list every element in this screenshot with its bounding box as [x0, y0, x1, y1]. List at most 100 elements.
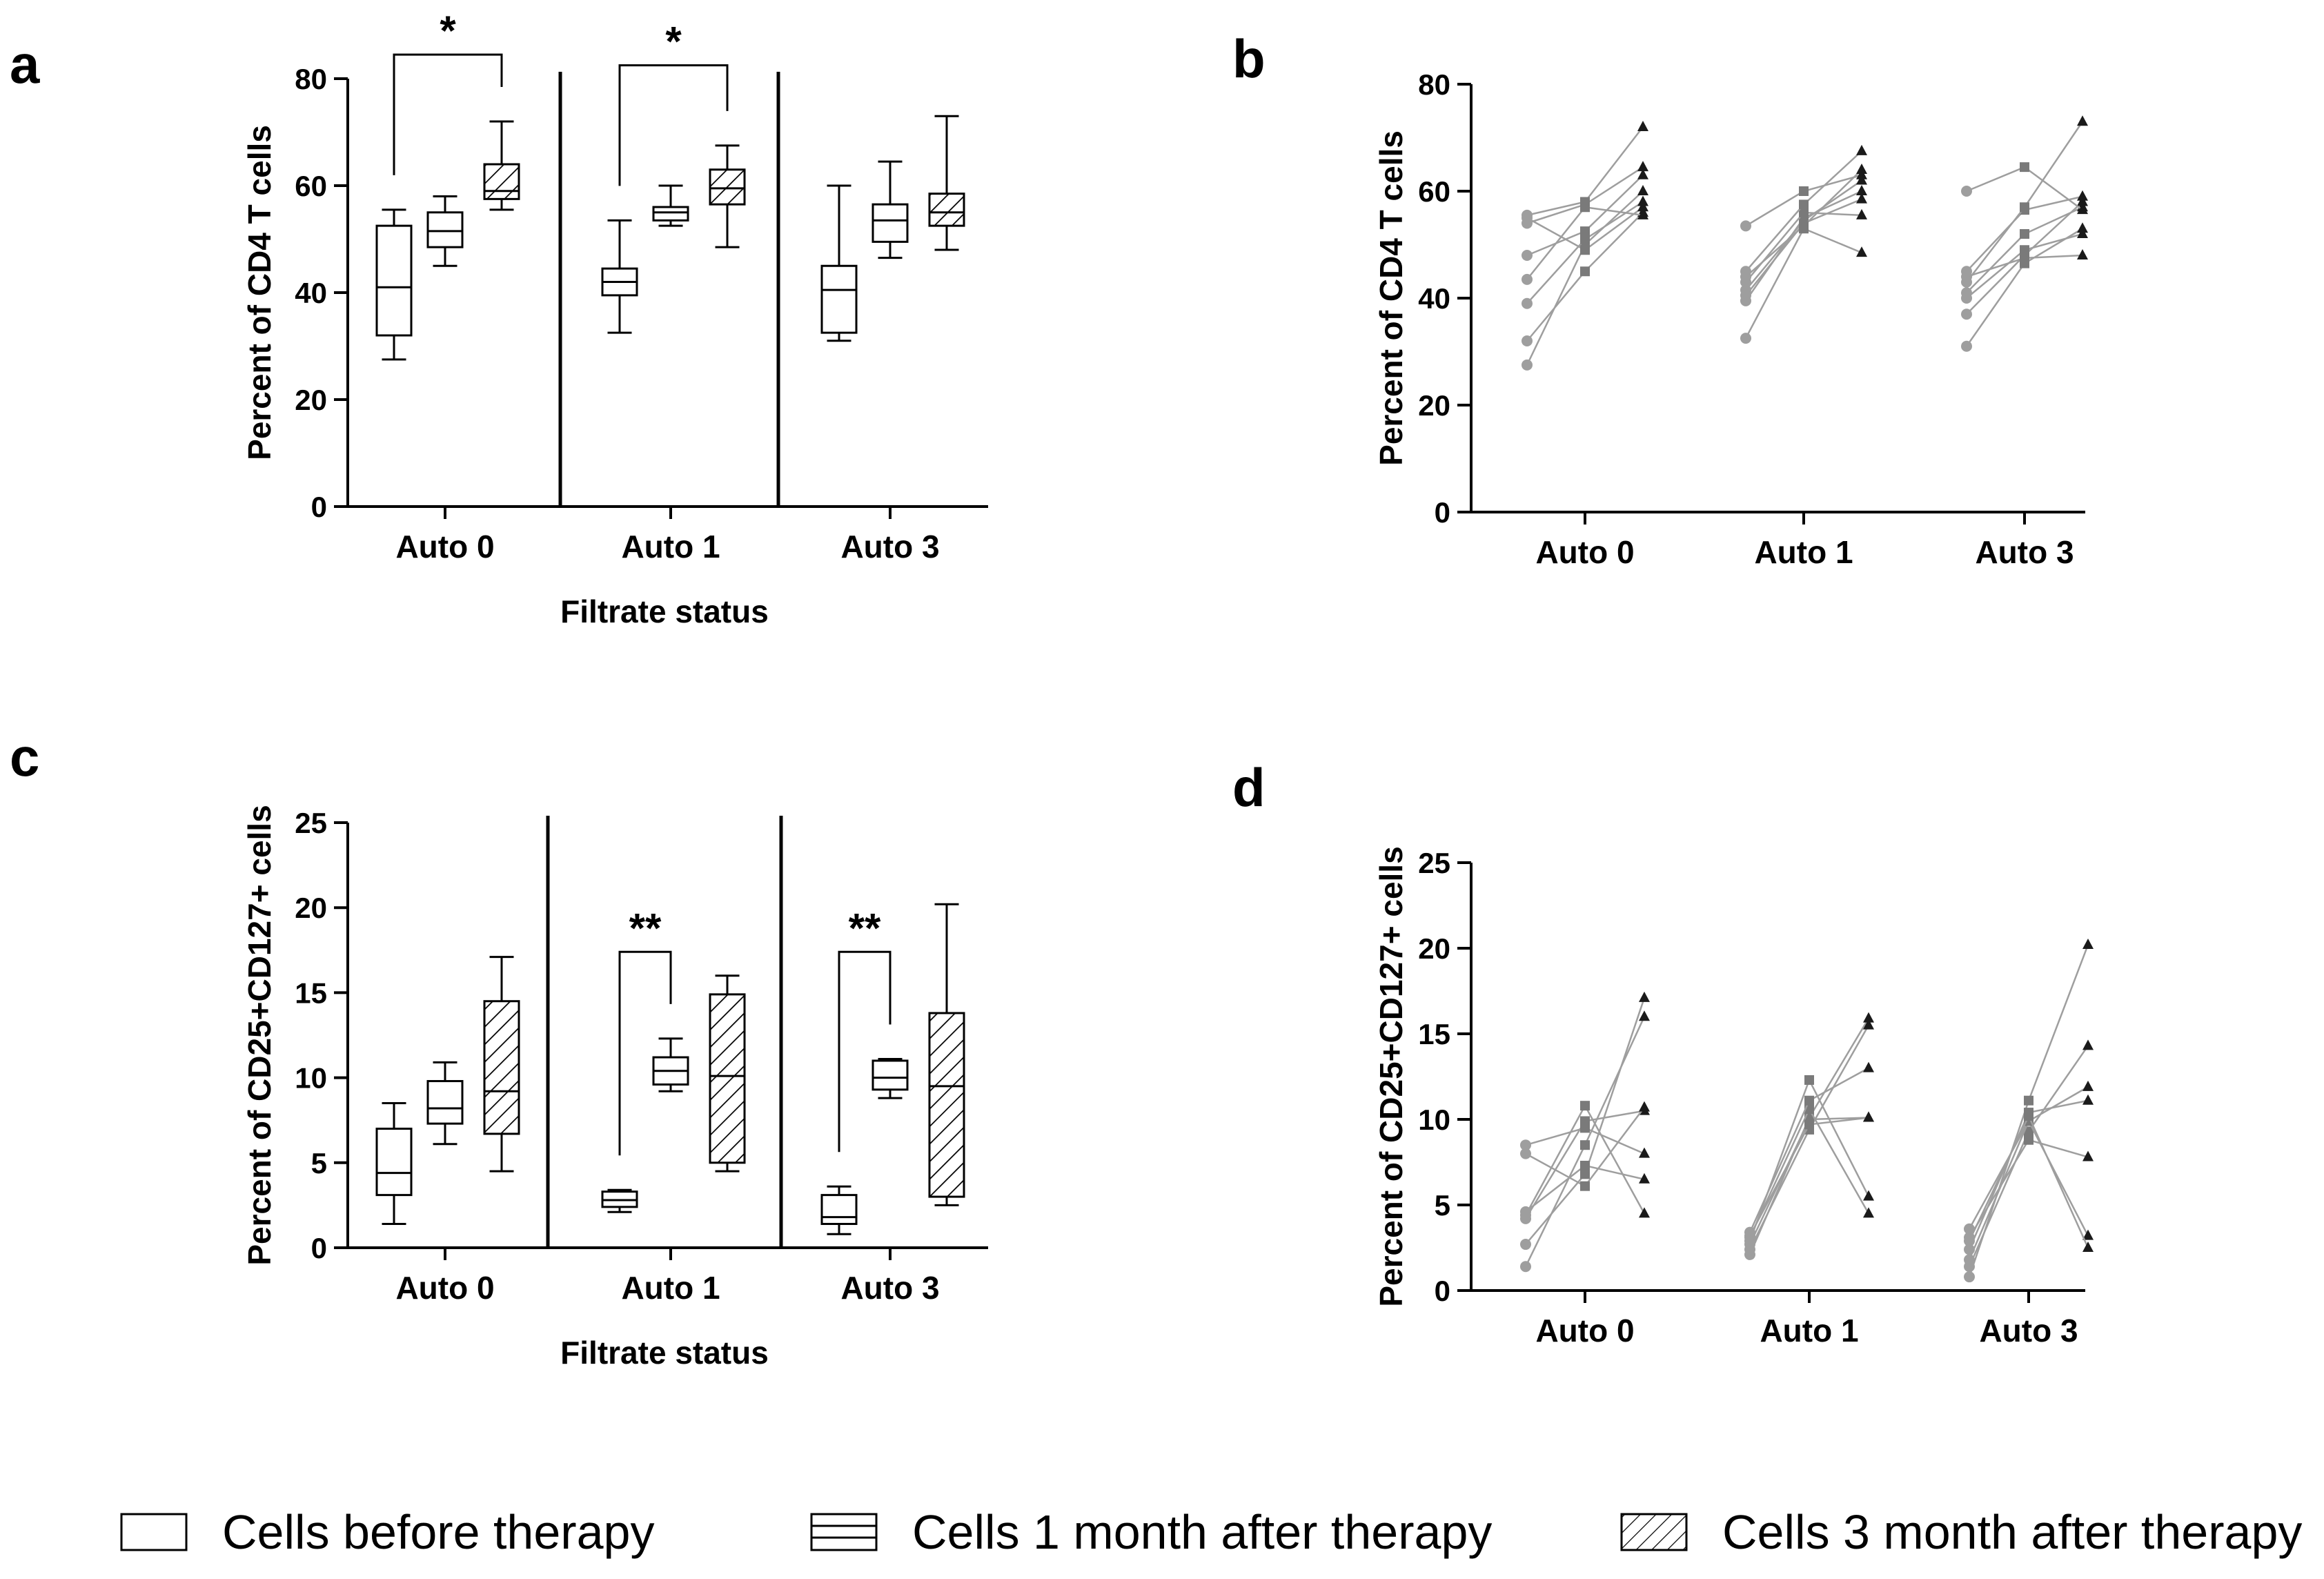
- significance-bracket: [618, 950, 672, 1156]
- legend-label-3-month: Cells 3 month after therapy: [1722, 1505, 2302, 1559]
- panel-c-y-tick-label: 15: [295, 977, 327, 1009]
- panel-a-box-0-0: [375, 208, 413, 361]
- panel-letter-a: a: [10, 34, 40, 95]
- point-3-month: [1637, 201, 1648, 212]
- point-3-month: [1863, 1012, 1874, 1023]
- subject-line: [1968, 1045, 2089, 1267]
- panel-c-box-2-2: [928, 903, 965, 1206]
- panel-b-subject-0-5: [1522, 161, 1648, 229]
- panel-d-y-tick-label: 15: [1418, 1018, 1450, 1050]
- point-3-month: [1639, 1010, 1650, 1021]
- panel-d-y-tick-label: 20: [1418, 932, 1450, 965]
- legend-swatch-horizontal: [810, 1513, 878, 1551]
- panel-c-y-tick-label: 10: [295, 1062, 327, 1095]
- point-1-month: [1580, 1101, 1590, 1111]
- panel-c-y-tick-label: 25: [295, 807, 327, 839]
- point-3-month: [1639, 991, 1650, 1002]
- point-before: [1522, 250, 1533, 261]
- panel-c-box-1-1: [652, 1037, 689, 1092]
- point-before: [1961, 287, 1972, 299]
- point-1-month: [2020, 229, 2029, 239]
- panel-b-subject-2-6: [1961, 162, 2088, 215]
- point-3-month: [1856, 208, 1867, 219]
- panel-letter-c: c: [10, 727, 39, 787]
- panel-b-y-tick-label: 0: [1435, 496, 1450, 529]
- point-1-month: [2024, 1095, 2034, 1106]
- point-before: [1744, 1230, 1755, 1242]
- panel-c-y-tick-label: 20: [295, 892, 327, 924]
- box-body: [483, 163, 520, 200]
- panel-d-y-axis-label: Percent of CD25+CD127+ cells: [1373, 846, 1409, 1306]
- box-body: [928, 1012, 965, 1198]
- panel-a-y-tick-label: 0: [311, 491, 327, 523]
- box-body: [426, 1080, 464, 1125]
- panel-c-box-0-2: [483, 956, 520, 1173]
- point-3-month: [1856, 193, 1867, 204]
- point-3-month: [1863, 1190, 1874, 1201]
- panel-a-y-tick-label: 60: [295, 170, 327, 202]
- point-1-month: [1580, 266, 1590, 277]
- point-before: [1961, 308, 1972, 320]
- panel-c-box-1-0: [601, 1188, 638, 1213]
- box-body: [872, 203, 909, 243]
- point-1-month: [1799, 199, 1809, 210]
- point-3-month: [1637, 185, 1648, 195]
- panel-d-y-tick-label: 10: [1418, 1104, 1450, 1136]
- point-1-month: [2024, 1135, 2034, 1145]
- panel-b-y-axis-label: Percent of CD4 T cells: [1373, 130, 1409, 466]
- panel-c-y-tick-label: 5: [311, 1147, 327, 1179]
- panel-a-box-1-2: [709, 144, 746, 248]
- panel-a-significance-1: *: [618, 19, 729, 186]
- point-1-month: [1580, 1181, 1590, 1191]
- point-1-month: [1580, 1169, 1590, 1179]
- significance-bracket: [838, 950, 892, 1153]
- point-1-month: [1580, 1140, 1590, 1150]
- point-3-month: [1637, 208, 1648, 219]
- panel-c-significance-1: **: [838, 905, 892, 1153]
- point-before: [1961, 186, 1972, 197]
- legend: Cells before therapy Cells 1 month after…: [120, 1505, 2302, 1559]
- panel-c-y-axis-label: Percent of CD25+CD127+ cells: [242, 805, 277, 1265]
- point-3-month: [2082, 1039, 2094, 1050]
- panel-a-y-tick-label: 80: [295, 63, 327, 95]
- point-3-month: [1637, 195, 1648, 206]
- panel-b-y-tick-label: 20: [1418, 389, 1450, 422]
- legend-label-1-month: Cells 1 month after therapy: [912, 1505, 1492, 1559]
- legend-swatch-hatched: [1620, 1513, 1688, 1551]
- panel-d-subject-1-1: [1744, 1019, 1874, 1255]
- box-body: [709, 168, 746, 206]
- point-3-month: [1856, 246, 1867, 257]
- panel-letter-b: b: [1232, 28, 1266, 89]
- significance-label: **: [629, 905, 662, 951]
- legend-item-3-month: Cells 3 month after therapy: [1620, 1505, 2302, 1559]
- point-3-month: [2077, 195, 2088, 206]
- point-3-month: [1856, 164, 1867, 174]
- panel-a-box-0-2: [483, 120, 520, 211]
- significance-label: *: [665, 19, 682, 65]
- point-3-month: [2082, 1229, 2094, 1240]
- point-3-month: [1863, 1111, 1874, 1122]
- point-before: [1964, 1254, 1975, 1266]
- point-before: [1522, 359, 1533, 371]
- point-3-month: [2082, 1242, 2094, 1252]
- point-before: [1522, 273, 1533, 285]
- panel-b-subject-1-5: [1740, 164, 1867, 282]
- panel-a-box-1-0: [601, 219, 638, 334]
- panel-c-box-0-0: [375, 1102, 413, 1226]
- panel-a-y-tick-label: 20: [295, 384, 327, 416]
- panel-b-subject-1-0: [1740, 224, 1867, 344]
- point-3-month: [2077, 115, 2088, 126]
- subject-line: [1749, 1018, 1870, 1255]
- panel-d-subject-2-0: [1964, 939, 2094, 1283]
- panel-c-box-1-2: [709, 974, 746, 1173]
- point-before: [1520, 1239, 1531, 1251]
- point-1-month: [1580, 245, 1590, 255]
- significance-bracket: [393, 53, 503, 175]
- panel-d-subject-0-6: [1520, 1123, 1650, 1158]
- point-before: [1964, 1235, 1975, 1247]
- point-before: [1740, 284, 1751, 296]
- panel-a-x-tick-label: Auto 1: [621, 529, 720, 565]
- panel-d-subject-1-6: [1744, 1111, 1874, 1242]
- panel-c-y-tick-label: 0: [311, 1232, 327, 1264]
